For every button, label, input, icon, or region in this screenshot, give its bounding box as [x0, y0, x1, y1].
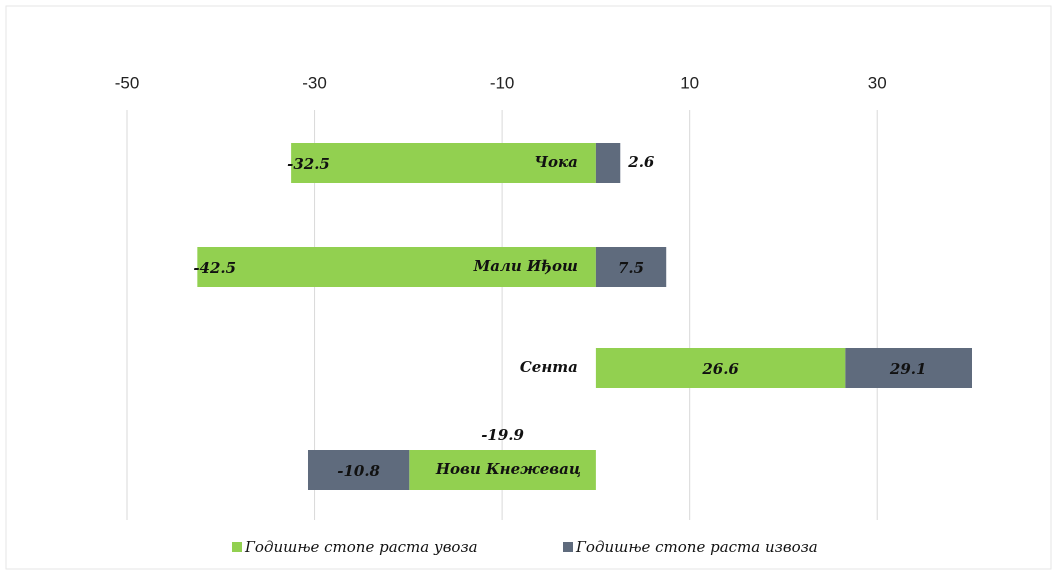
data-label: -32.5 — [287, 155, 330, 173]
bar — [845, 348, 972, 388]
bar — [307, 450, 410, 490]
legend-swatch — [232, 542, 242, 552]
chart-frame — [5, 5, 1052, 570]
data-label: -42.5 — [193, 259, 236, 277]
bar — [595, 143, 621, 183]
x-tick-label: 10 — [680, 73, 699, 92]
data-label: 7.5 — [618, 259, 644, 277]
x-tick-label: 30 — [868, 73, 887, 92]
bar — [595, 247, 667, 287]
bar — [197, 247, 596, 287]
bar — [409, 450, 596, 490]
legend-swatch — [563, 542, 573, 552]
legend-label: Годишње стопе раста извоза — [575, 538, 818, 556]
category-label: Нови Кнежевац — [435, 460, 581, 478]
category-label: Мали Иђош — [473, 257, 578, 275]
x-tick-label: -50 — [115, 73, 140, 92]
data-label: -19.9 — [481, 426, 524, 444]
x-tick-label: -30 — [302, 73, 327, 92]
category-label: Чока — [534, 153, 578, 171]
data-label: -10.8 — [337, 462, 380, 480]
category-label: Сента — [520, 358, 578, 376]
bar — [291, 143, 596, 183]
data-label: 29.1 — [889, 360, 927, 378]
bar — [595, 348, 846, 388]
data-label: 2.6 — [627, 153, 655, 171]
x-tick-label: -10 — [490, 73, 515, 92]
data-label: 26.6 — [701, 360, 739, 378]
legend-label: Годишње стопе раста увоза — [244, 538, 478, 556]
